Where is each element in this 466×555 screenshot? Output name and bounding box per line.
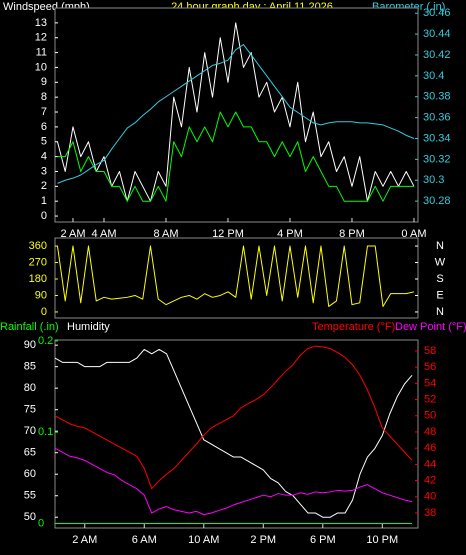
plot-frame xyxy=(54,7,419,223)
series-line xyxy=(57,44,415,184)
x-tick-label: 6 AM xyxy=(132,534,157,546)
legend-entry: Rainfall (.in) xyxy=(0,321,59,333)
x-tick-label: 2 AM xyxy=(72,534,97,546)
y2-tick-label: N xyxy=(436,306,444,318)
legend-entry: Dew Point (°F) xyxy=(395,321,466,333)
legend-entry: Humidity xyxy=(67,321,110,333)
y2-tick-label: 30.32 xyxy=(423,153,451,165)
y2-tick-label: 30.42 xyxy=(423,49,451,61)
y2-tick-label: N xyxy=(436,240,444,252)
y-tick-label: 360 xyxy=(29,240,47,252)
x-tick-label: 6 PM xyxy=(310,534,336,546)
series-line xyxy=(56,22,415,202)
legend-entry: Temperature (°F) xyxy=(312,321,395,333)
y-tick-label: 85 xyxy=(24,361,36,373)
series-line xyxy=(55,345,413,490)
y-tick-label: 80 xyxy=(24,382,36,394)
series-line xyxy=(57,111,414,202)
y2-tick-label: 38 xyxy=(424,507,436,519)
y2-tick-label: 48 xyxy=(424,426,436,438)
y-tick-label: 270 xyxy=(29,256,47,268)
x-tick-label: 2 AM xyxy=(60,228,85,240)
y-tick-label: 65 xyxy=(24,447,36,459)
x-tick-label: 2 PM xyxy=(250,534,276,546)
x-tick-label: 12 PM xyxy=(212,228,244,240)
y2-tick-label: 30.3 xyxy=(423,174,444,186)
y-tick-label: 8 xyxy=(41,91,47,103)
y2-tick-label: 30.36 xyxy=(423,112,451,124)
y2-tick-label: 30.46 xyxy=(423,7,451,19)
y-tick-label: 11 xyxy=(36,46,47,58)
y-tick-label: 2 xyxy=(41,180,47,192)
x-tick-label: 8 PM xyxy=(339,228,365,240)
x-tick-label: 10 AM xyxy=(188,534,219,546)
y2-tick-label: 40 xyxy=(424,491,436,503)
y2-tick-label: 58 xyxy=(424,345,436,357)
y-tick-label: 5 xyxy=(41,136,47,148)
y-tick-label: 0 xyxy=(41,210,47,222)
x-tick-label: 4 PM xyxy=(277,228,303,240)
y2-tick-label: 56 xyxy=(424,361,436,373)
y2-tick-label: 30.28 xyxy=(423,195,451,207)
y3-tick-label: 0 xyxy=(38,517,44,529)
series-line xyxy=(55,348,413,518)
y-tick-label: 0 xyxy=(41,306,47,318)
plot-frame xyxy=(54,237,419,319)
y-tick-label: 90 xyxy=(35,289,47,301)
y-tick-label: 75 xyxy=(24,404,36,416)
y-tick-label: 3 xyxy=(41,165,47,177)
y-tick-label: 7 xyxy=(41,106,47,118)
y2-tick-label: 50 xyxy=(424,410,436,422)
y2-tick-label: 54 xyxy=(424,377,436,389)
x-tick-label: 4 AM xyxy=(91,228,116,240)
y2-tick-label: 30.4 xyxy=(423,70,444,82)
y2-tick-label: S xyxy=(436,273,443,285)
y2-tick-label: 30.34 xyxy=(423,132,451,144)
series-line xyxy=(55,447,413,516)
plot-frame xyxy=(54,339,419,529)
y2-tick-label: 30.44 xyxy=(423,28,451,40)
y2-tick-label: 30.38 xyxy=(423,91,451,103)
y-tick-label: 55 xyxy=(24,490,36,502)
y-tick-label: 6 xyxy=(41,121,47,133)
y-tick-label: 50 xyxy=(24,511,36,523)
y2-tick-label: 44 xyxy=(424,458,436,470)
y-tick-label: 180 xyxy=(29,273,47,285)
x-tick-label: 0 AM xyxy=(401,228,426,240)
series-line xyxy=(56,245,415,307)
y-tick-label: 9 xyxy=(41,76,47,88)
y-tick-label: 13 xyxy=(35,17,47,29)
y-tick-label: 4 xyxy=(41,151,47,163)
y-tick-label: 12 xyxy=(35,32,47,44)
x-tick-label: 10 PM xyxy=(366,534,398,546)
y2-tick-label: 42 xyxy=(424,475,436,487)
y2-tick-label: 52 xyxy=(424,393,436,405)
y-tick-label: 10 xyxy=(35,61,47,73)
x-tick-label: 8 AM xyxy=(153,228,178,240)
y2-tick-label: E xyxy=(436,289,443,301)
y-tick-label: 90 xyxy=(24,339,36,351)
y-tick-label: 1 xyxy=(41,195,47,207)
y2-tick-label: W xyxy=(435,256,446,268)
y2-tick-label: 46 xyxy=(424,442,436,454)
y-tick-label: 70 xyxy=(24,425,36,437)
y3-tick-label: 0.1 xyxy=(38,426,53,438)
y3-tick-label: 0.2 xyxy=(38,335,53,347)
y-tick-label: 60 xyxy=(24,468,36,480)
